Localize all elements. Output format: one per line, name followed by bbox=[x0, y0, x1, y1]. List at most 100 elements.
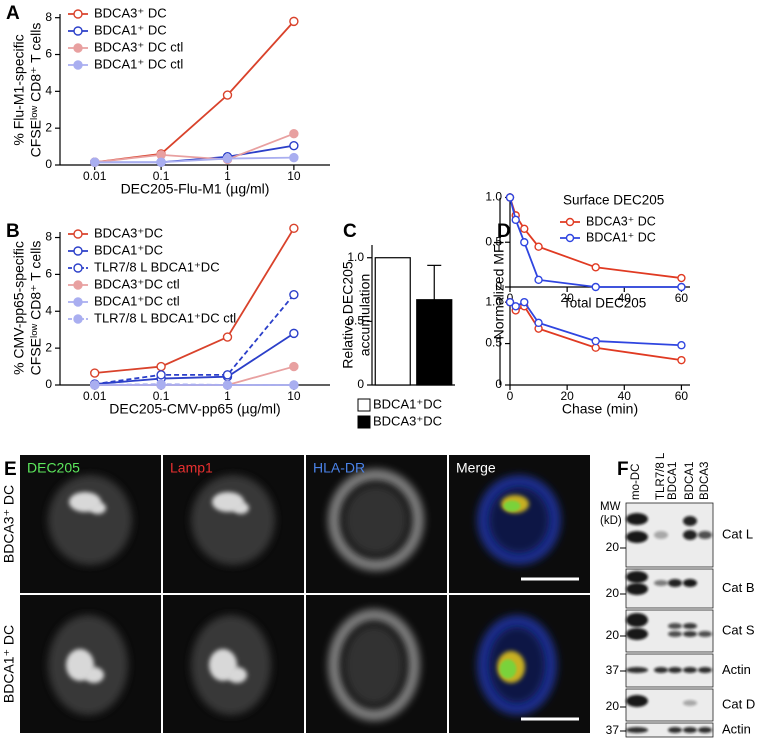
y-tick-label: 1.0 bbox=[347, 250, 364, 264]
x-tick-label: 0.1 bbox=[153, 389, 170, 403]
x-tick-label: 0.1 bbox=[153, 169, 170, 183]
data-point bbox=[90, 380, 100, 390]
strip-label: Actin bbox=[722, 662, 751, 677]
chart-title: Total DEC205 bbox=[563, 296, 646, 311]
chart: 0 2 4 6 8 0.01 0.1 1 10 DEC205-Flu-M1 (µg/ml) % Fl… bbox=[11, 5, 330, 197]
blot-band bbox=[654, 580, 668, 586]
y-tick-label: 0 bbox=[45, 157, 52, 171]
chart: 0 2 4 6 8 0.01 0.1 1 10 DEC205-CMV-pp65 (µg/ml) % … bbox=[11, 223, 330, 417]
channel-label: HLA-DR bbox=[313, 460, 365, 476]
cell-body bbox=[344, 625, 404, 705]
data-point bbox=[156, 157, 166, 167]
series-line bbox=[94, 294, 295, 385]
panel-label: B bbox=[6, 221, 20, 242]
y-axis-label: Normalized MFI bbox=[491, 241, 507, 340]
legend-label: BDCA3⁺ DC bbox=[94, 5, 167, 20]
data-point bbox=[222, 370, 233, 380]
legend-label: BDCA1⁺ DC bbox=[94, 22, 167, 37]
blot-band bbox=[626, 513, 648, 525]
data-point bbox=[520, 224, 529, 234]
merge-spot bbox=[503, 500, 521, 512]
blot-band bbox=[654, 531, 668, 539]
data-point bbox=[677, 341, 686, 350]
legend-marker bbox=[73, 280, 83, 290]
legend-marker bbox=[73, 26, 83, 36]
legend-label: TLR7/8 L BDCA1⁺DC ctl bbox=[94, 310, 236, 325]
blot-band bbox=[683, 727, 697, 733]
blot-band bbox=[683, 530, 697, 540]
bright-spot bbox=[90, 502, 106, 514]
blot-band bbox=[668, 623, 682, 629]
x-axis-label: DEC205-CMV-pp65 (µg/ml) bbox=[109, 401, 280, 417]
data-point bbox=[520, 297, 529, 307]
blot-band bbox=[626, 613, 648, 627]
series-line bbox=[94, 132, 295, 164]
data-point bbox=[677, 273, 686, 283]
cell-body bbox=[191, 475, 275, 565]
legend-marker bbox=[73, 60, 83, 70]
y-axis-label: Relative DEC205 bbox=[340, 261, 356, 369]
data-point bbox=[505, 193, 515, 202]
data-point bbox=[156, 361, 166, 372]
legend-label: BDCA1⁺DC bbox=[94, 242, 163, 257]
data-point bbox=[222, 153, 233, 164]
cell-body bbox=[328, 609, 420, 721]
y-axis-label: accumulation bbox=[357, 274, 373, 357]
data-point bbox=[222, 380, 233, 390]
cell-body bbox=[328, 469, 424, 571]
data-point bbox=[289, 140, 299, 151]
data-point bbox=[289, 128, 299, 139]
legend-label: BDCA1⁺ DC ctl bbox=[94, 56, 183, 71]
legend-marker bbox=[73, 229, 83, 239]
data-point bbox=[534, 318, 543, 328]
panel-label: C bbox=[343, 221, 357, 242]
strip-label: Cat D bbox=[722, 696, 755, 711]
x-tick-label: 20 bbox=[560, 389, 574, 403]
chart: 0 0.5 1.0 0 20 40 60 Chase (min) Total DEC205 bbox=[485, 294, 690, 417]
lane-label: BDCA3 bbox=[699, 462, 711, 500]
data-point bbox=[511, 302, 520, 311]
bright-spot bbox=[233, 502, 249, 514]
legend-marker bbox=[73, 263, 83, 273]
legend-label: BDCA3⁺ DC bbox=[586, 214, 656, 228]
panel-label: E bbox=[4, 459, 17, 480]
x-tick-label: 1 bbox=[224, 389, 231, 403]
bright-spot bbox=[84, 667, 104, 683]
blot-band bbox=[626, 583, 648, 595]
data-point bbox=[511, 215, 520, 225]
data-point bbox=[90, 157, 100, 167]
bright-spot bbox=[227, 667, 247, 683]
legend-label: BDCA3⁺DC ctl bbox=[94, 276, 180, 291]
legend-marker bbox=[73, 297, 83, 307]
row-label: BDCA1⁺ DC bbox=[1, 625, 17, 703]
data-point bbox=[156, 370, 166, 380]
blot-band bbox=[654, 667, 668, 673]
blot-band bbox=[698, 727, 712, 733]
legend-label: BDCA1⁺DC bbox=[373, 396, 442, 411]
y-tick-label: 0 bbox=[45, 377, 52, 391]
blot-band bbox=[698, 667, 712, 673]
bar bbox=[416, 299, 453, 386]
data-point bbox=[289, 16, 299, 27]
y-axis-label: CFSEˡᵒʷ CD8⁺ T cells bbox=[28, 23, 44, 158]
data-point bbox=[289, 152, 299, 163]
blot-band bbox=[626, 628, 648, 640]
y-tick-label: 4 bbox=[45, 303, 52, 317]
legend-label: BDCA1⁺ DC bbox=[586, 230, 656, 244]
legend-label: BDCA3⁺DC bbox=[94, 225, 163, 240]
y-axis-label: CFSEˡᵒʷ CD8⁺ T cells bbox=[28, 241, 44, 376]
mw-header: (kD) bbox=[600, 515, 622, 527]
data-point bbox=[591, 336, 600, 346]
microscopy: BDCA3⁺ DC DEC205 Lamp1 HLA-DR Merge BDCA1⁺ DC bbox=[1, 455, 590, 733]
y-tick-label: 0 bbox=[357, 377, 364, 391]
blot-band bbox=[626, 531, 648, 543]
blot-band bbox=[683, 579, 697, 587]
legend-label: BDCA1⁺DC ctl bbox=[94, 293, 180, 308]
lane-label: TLR7/8 L bbox=[655, 452, 667, 500]
channel-label: Lamp1 bbox=[170, 460, 213, 476]
blot-band bbox=[626, 667, 648, 673]
x-tick-label: 0 bbox=[507, 389, 514, 403]
